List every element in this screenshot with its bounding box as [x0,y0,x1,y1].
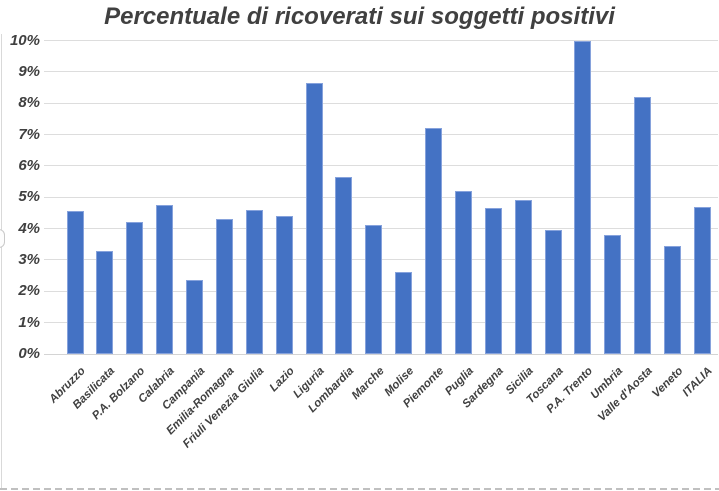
bar-liguria [305,82,323,354]
y-axis-tick-label: 1% [18,313,40,331]
y-axis-tick-label: 9% [18,62,40,80]
gridline [44,134,718,136]
y-axis-tick-label: 10% [9,31,40,49]
chart-title: Percentuale di ricoverati sui soggetti p… [104,3,615,30]
bar-marche [365,225,383,354]
bar-sardegna [484,208,502,354]
x-axis-tick-label: ITALIA [680,365,715,400]
gridline [44,71,718,73]
bar-friuli-venezia-giulia [245,209,263,354]
bar-puglia [454,190,472,354]
bar-italia [694,206,711,354]
bar-campania [186,280,204,354]
bar-toscana [544,230,562,354]
gridline [44,165,718,167]
bar-molise [395,272,413,354]
y-axis-tick-label: 3% [18,250,40,268]
y-axis-tick-label: 6% [18,156,40,174]
bar-basilicata [96,250,114,354]
bar-abruzzo [66,211,84,354]
gridline [44,102,718,104]
bar-lazio [275,216,293,354]
side-panel-handle[interactable] [0,229,5,248]
y-axis-tick-label: 8% [18,94,40,112]
bar-veneto [664,245,682,354]
bar-calabria [156,205,174,354]
bar-emilia-romagna [215,219,233,354]
y-axis-tick-label: 5% [18,188,40,206]
gridline [44,196,718,198]
bar-piemonte [425,128,443,354]
bar-p-a-bolzano [126,222,144,354]
y-axis-tick-label: 7% [18,125,40,143]
y-axis-tick-label: 0% [18,345,40,362]
x-axis-line [44,353,718,355]
bar-lombardia [335,176,353,354]
y-axis-tick-label: 2% [18,282,40,300]
y-axis-tick-label: 4% [18,219,40,237]
bottom-dashed-border [0,488,719,490]
left-edge-divider [1,34,2,488]
bar-umbria [604,234,622,354]
gridline [44,40,718,41]
bar-p-a-trento [574,40,592,354]
bar-valle-d-aosta [634,96,652,354]
bar-sicilia [514,200,532,354]
